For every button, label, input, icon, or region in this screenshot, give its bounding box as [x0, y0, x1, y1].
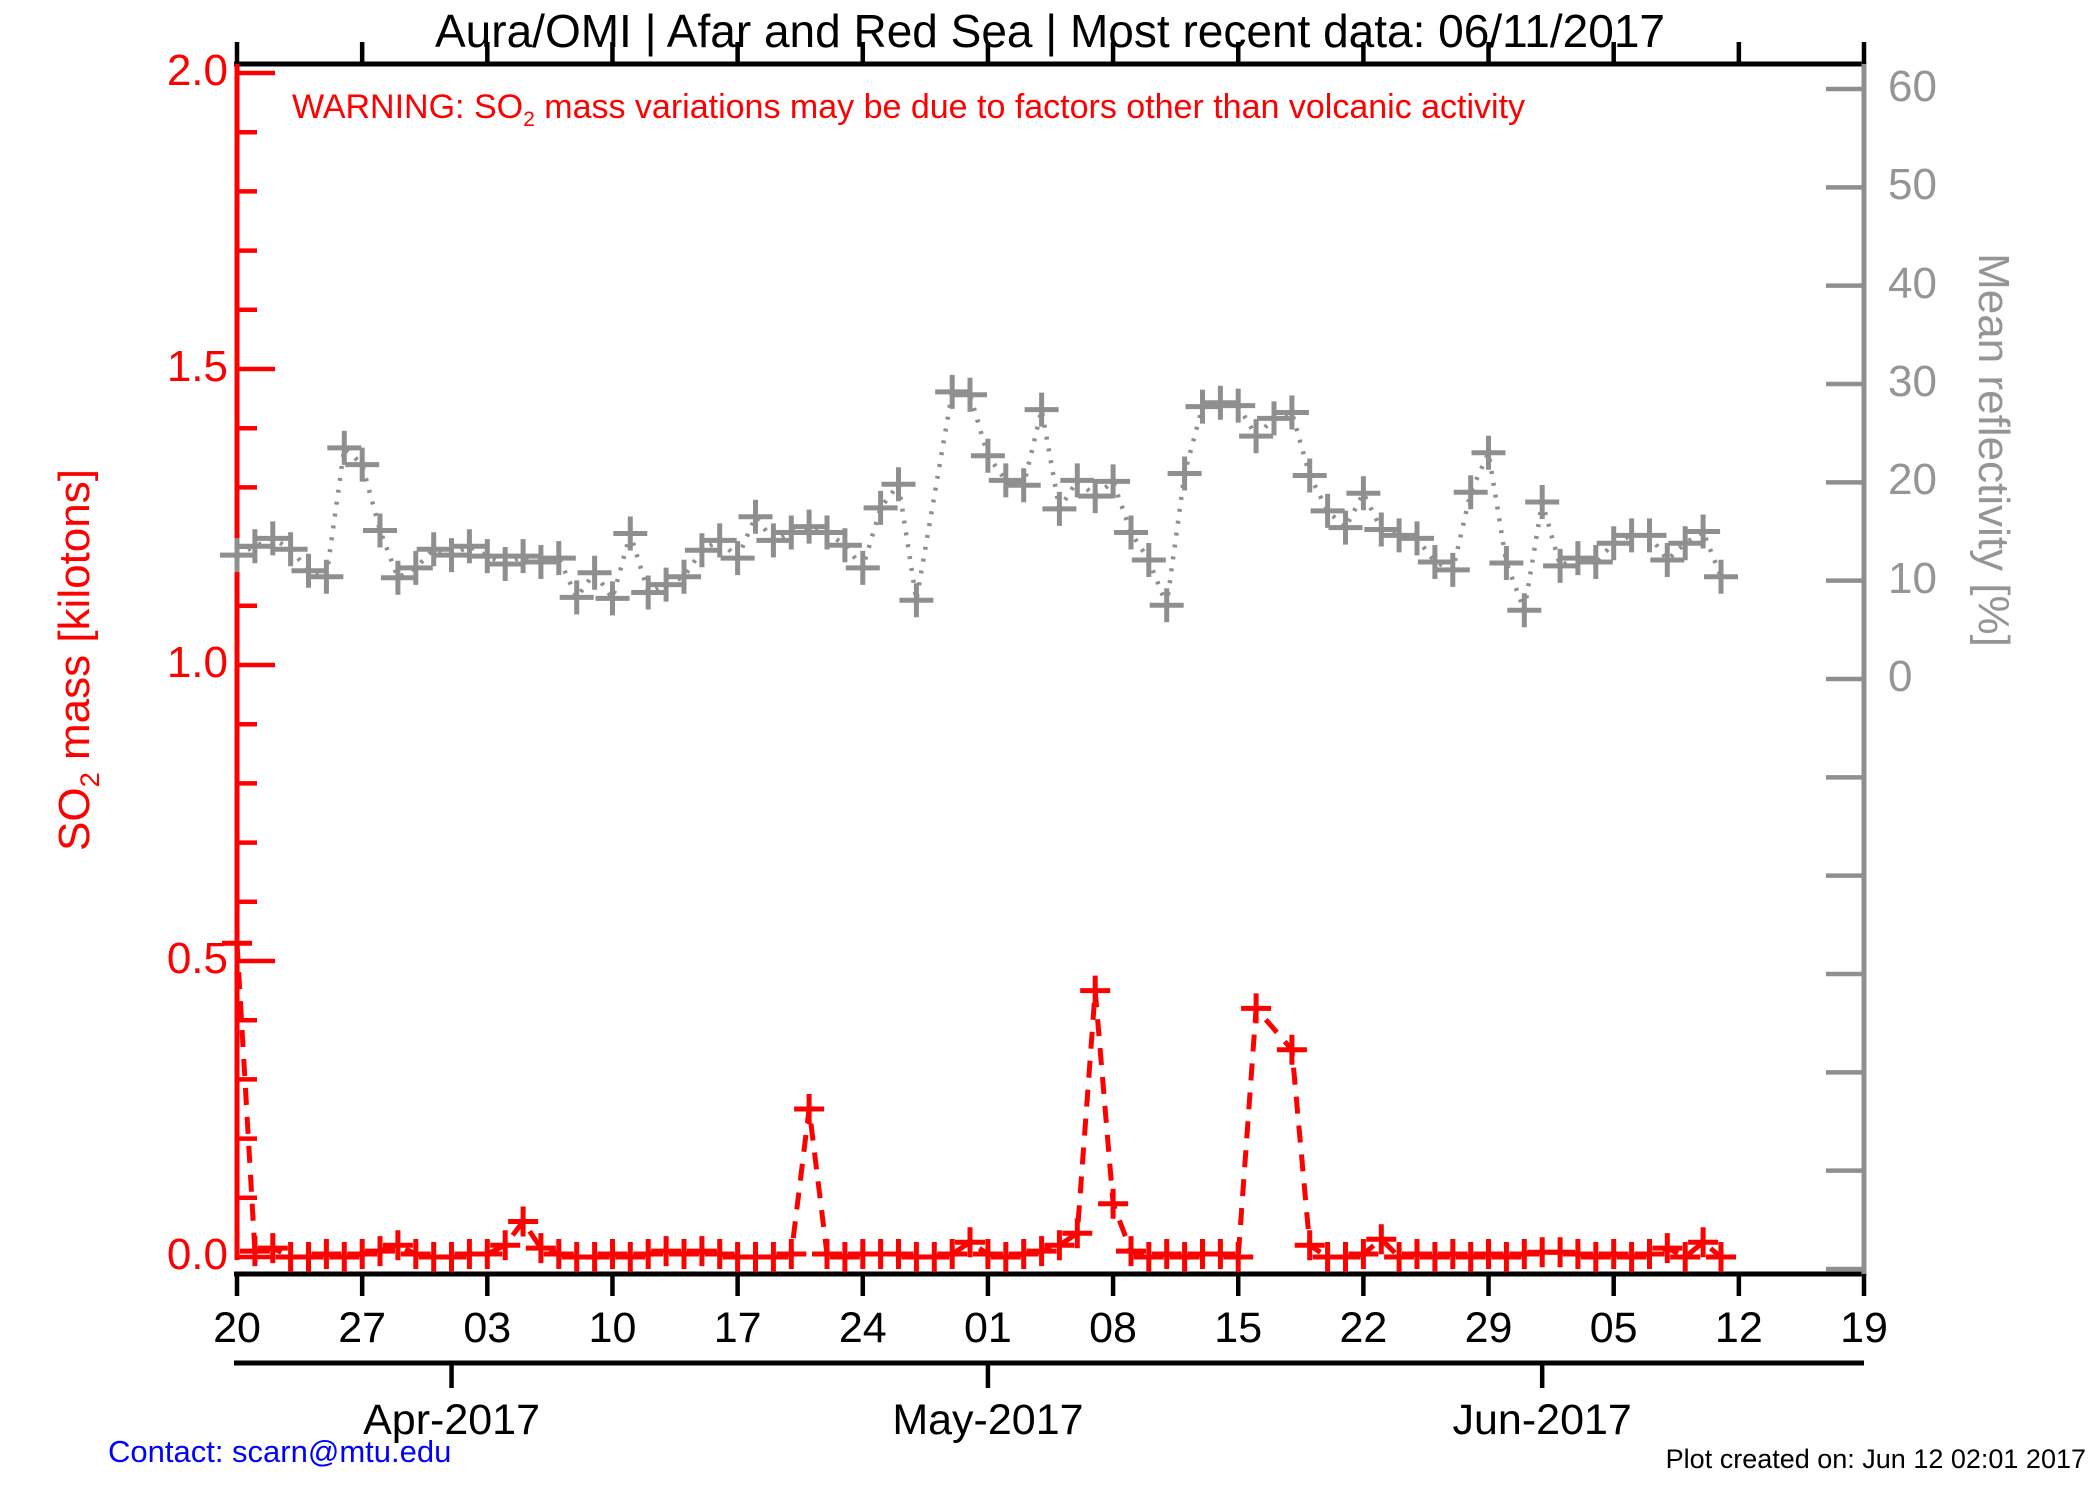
y-right-tick-label-0: 0 — [1888, 652, 1913, 701]
month-label-Jun-2017: Jun-2017 — [1452, 1396, 1632, 1444]
reflectivity-series-markers — [220, 374, 1738, 628]
y-left-label-sub: 2 — [73, 772, 105, 788]
y-right-tick-label-40: 40 — [1888, 258, 1937, 308]
warning-text: WARNING: SO2 mass variations may be due … — [292, 88, 1525, 132]
x-tick-label-01: 01 — [964, 1304, 1012, 1352]
reflectivity-series-line — [236, 389, 1724, 619]
x-tick-label-12: 12 — [1714, 1304, 1763, 1352]
x-tick-label-27: 27 — [338, 1304, 387, 1352]
contact-link[interactable]: Contact: scarn@mtu.edu — [108, 1434, 452, 1469]
page-title: Aura/OMI | Afar and Red Sea | Most recen… — [435, 5, 1665, 57]
x-tick-label-19: 19 — [1840, 1304, 1888, 1352]
so2-series-line — [234, 943, 1723, 1260]
y-right-tick-label-50: 50 — [1888, 160, 1937, 210]
plot-created-timestamp: Plot created on: Jun 12 02:01 2017 — [1665, 1444, 2086, 1474]
warning-pre: WARNING: SO — [292, 88, 524, 126]
y-left-tick-label-0.5: 0.5 — [166, 934, 228, 983]
x-tick-label-15: 15 — [1214, 1304, 1263, 1352]
y-left-tick-label-0.0: 0.0 — [166, 1230, 228, 1279]
x-tick-label-29: 29 — [1464, 1304, 1513, 1352]
x-tick-label-10: 10 — [588, 1304, 637, 1352]
x-tick-label-24: 24 — [838, 1304, 887, 1352]
x-tick-label-22: 22 — [1339, 1304, 1388, 1352]
y-right-tick-label-30: 30 — [1888, 357, 1937, 406]
y-axis-label-so2: SO2 mass [kilotons] — [50, 310, 110, 1010]
x-tick-label-03: 03 — [463, 1304, 512, 1352]
so2-series-markers — [222, 928, 1736, 1272]
y-left-tick-label-1.0: 1.0 — [166, 638, 228, 687]
y-right-tick-label-20: 20 — [1888, 455, 1937, 505]
y-left-label-pre: SO — [50, 787, 99, 851]
y-right-tick-label-60: 60 — [1888, 62, 1937, 112]
warning-subscript: 2 — [523, 107, 535, 131]
x-tick-label-08: 08 — [1089, 1304, 1137, 1352]
warning-post: mass variations may be due to factors ot… — [534, 88, 1526, 126]
month-label-May-2017: May-2017 — [892, 1396, 1084, 1444]
x-tick-label-20: 20 — [213, 1304, 261, 1352]
y-right-tick-label-10: 10 — [1888, 553, 1937, 603]
month-label-Apr-2017: Apr-2017 — [363, 1396, 540, 1444]
y-left-tick-label-1.5: 1.5 — [166, 342, 228, 391]
x-tick-label-05: 05 — [1589, 1304, 1638, 1352]
x-tick-label-17: 17 — [713, 1304, 762, 1352]
y-left-tick-label-2.0: 2.0 — [166, 46, 228, 95]
y-left-label-post: mass [kilotons] — [50, 469, 99, 773]
